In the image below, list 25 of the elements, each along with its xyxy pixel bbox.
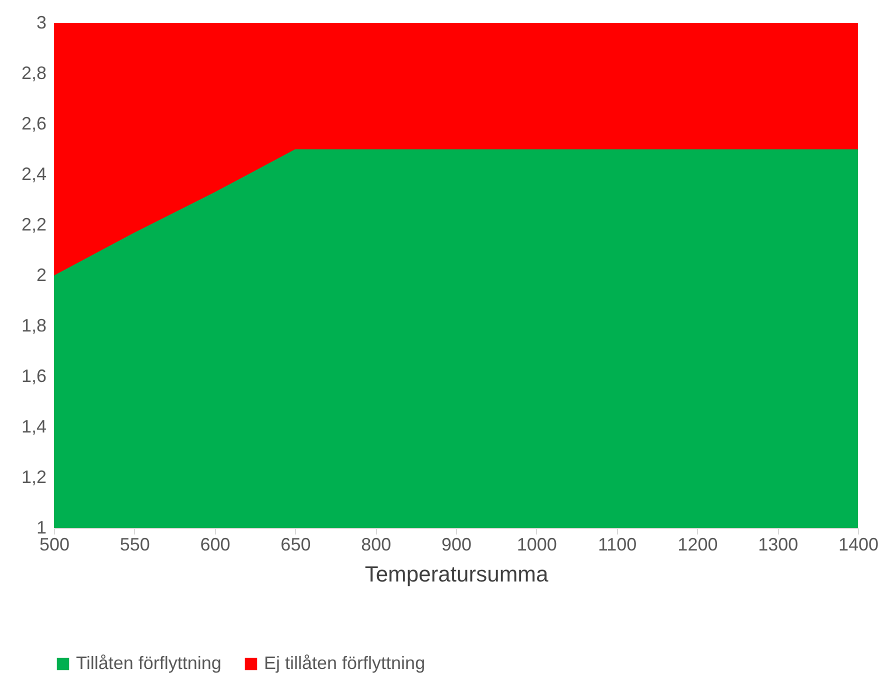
y-tick-label: 2,2 <box>21 214 46 234</box>
y-tick-label: 1,8 <box>21 316 46 336</box>
x-tick-label: 1400 <box>838 534 879 554</box>
y-tick-label: 2,8 <box>21 63 46 83</box>
y-tick-label: 1,4 <box>21 416 46 436</box>
y-tick-label: 2,4 <box>21 164 46 184</box>
y-tick-label: 2,6 <box>21 114 46 134</box>
legend-label: Ej tillåten förflyttning <box>264 653 426 673</box>
x-tick-label: 1200 <box>678 534 718 554</box>
y-tick-label: 1 <box>36 518 46 538</box>
x-tick-label: 800 <box>361 534 392 554</box>
x-tick-label: 1300 <box>758 534 798 554</box>
x-tick-label: 1100 <box>598 534 637 554</box>
x-axis-title: Temperatursumma <box>364 562 549 586</box>
y-tick-label: 2 <box>36 265 46 285</box>
x-tick-label: 600 <box>200 534 230 554</box>
x-tick-label: 1000 <box>516 534 557 554</box>
x-tick-label: 650 <box>280 534 311 554</box>
x-tick-label: 900 <box>441 534 472 554</box>
x-tick-label: 550 <box>120 534 150 554</box>
x-tick-label: 500 <box>39 534 70 554</box>
y-tick-label: 1,6 <box>21 366 46 386</box>
y-tick-label: 1,2 <box>21 467 46 487</box>
legend-label: Tillåten förflyttning <box>76 653 222 673</box>
y-tick-label: 3 <box>36 12 46 32</box>
